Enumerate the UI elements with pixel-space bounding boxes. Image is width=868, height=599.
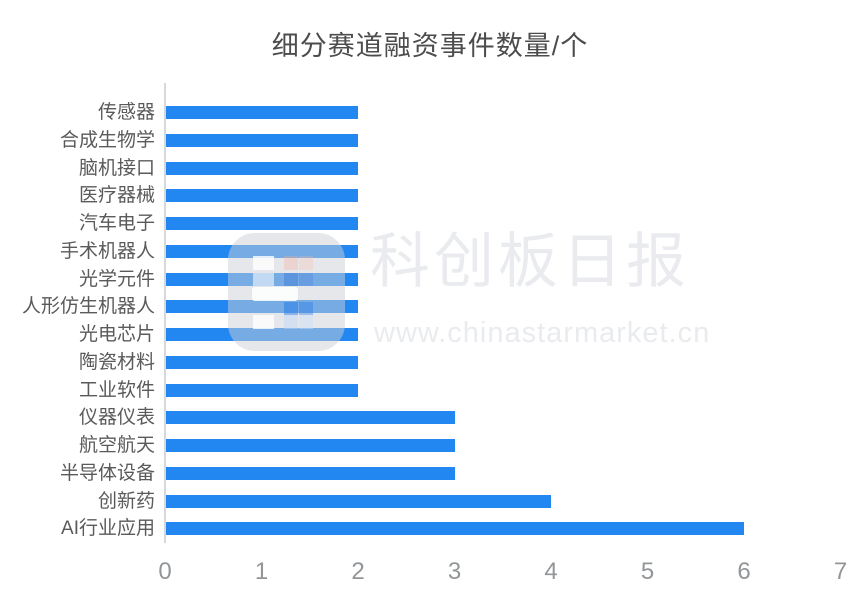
- bar-光学元件: [166, 272, 358, 286]
- bar-工业软件: [166, 383, 358, 397]
- y-axis-label: 脑机接口: [78, 157, 155, 179]
- x-axis-tick-label: 4: [544, 558, 558, 585]
- bar-手术机器人: [166, 244, 358, 258]
- y-axis-label: 医疗器械: [78, 185, 155, 207]
- bar-传感器: [166, 106, 358, 119]
- bar-人形仿生机器人: [166, 300, 358, 314]
- chart-title: 细分赛道融资事件数量/个: [271, 31, 589, 61]
- y-axis-label: 半导体设备: [59, 462, 155, 484]
- y-axis-line: [164, 83, 166, 543]
- y-axis-label: 航空航天: [78, 435, 155, 456]
- bar-AI行业应用: [166, 522, 744, 536]
- y-axis-label: 光学元件: [78, 268, 155, 290]
- y-axis-label: 光电芯片: [78, 324, 155, 345]
- bar-航空航天: [166, 439, 455, 452]
- x-axis-tick-label: 7: [833, 558, 848, 585]
- bar-仪器仪表: [166, 411, 455, 425]
- y-axis-label: 仪器仪表: [78, 407, 155, 429]
- bar-陶瓷材料: [166, 355, 358, 369]
- watermark-brand-text: 科创板日报: [370, 229, 690, 295]
- bar-合成生物学: [166, 133, 358, 147]
- x-axis-tick-label: 3: [447, 558, 462, 585]
- y-axis-label: 工业软件: [78, 379, 155, 401]
- y-axis-label: 手术机器人: [59, 240, 155, 262]
- watermark-url-text: www.chinastarmarket.cn: [374, 317, 711, 349]
- bar-汽车电子: [166, 217, 358, 230]
- y-axis-label: 创新药: [97, 490, 155, 512]
- y-axis-label: 人形仿生机器人: [21, 296, 155, 318]
- x-axis-tick-label: 2: [351, 558, 365, 585]
- y-axis-label: 陶瓷材料: [78, 351, 155, 373]
- y-axis-label: 汽车电子: [78, 213, 155, 234]
- y-axis-label: 传感器: [97, 102, 155, 123]
- bar-脑机接口: [166, 161, 358, 175]
- x-axis-tick-label: 6: [737, 558, 751, 585]
- bar-创新药: [166, 494, 551, 508]
- x-axis-tick-label: 0: [158, 558, 172, 585]
- bar-医疗器械: [166, 189, 358, 203]
- bar-光电芯片: [166, 328, 358, 341]
- bar-半导体设备: [166, 466, 455, 480]
- x-axis-tick-label: 5: [640, 558, 655, 585]
- y-axis-label: AI行业应用: [61, 518, 155, 540]
- x-axis-tick-label: 1: [254, 558, 269, 585]
- y-axis-label: 合成生物学: [59, 129, 155, 151]
